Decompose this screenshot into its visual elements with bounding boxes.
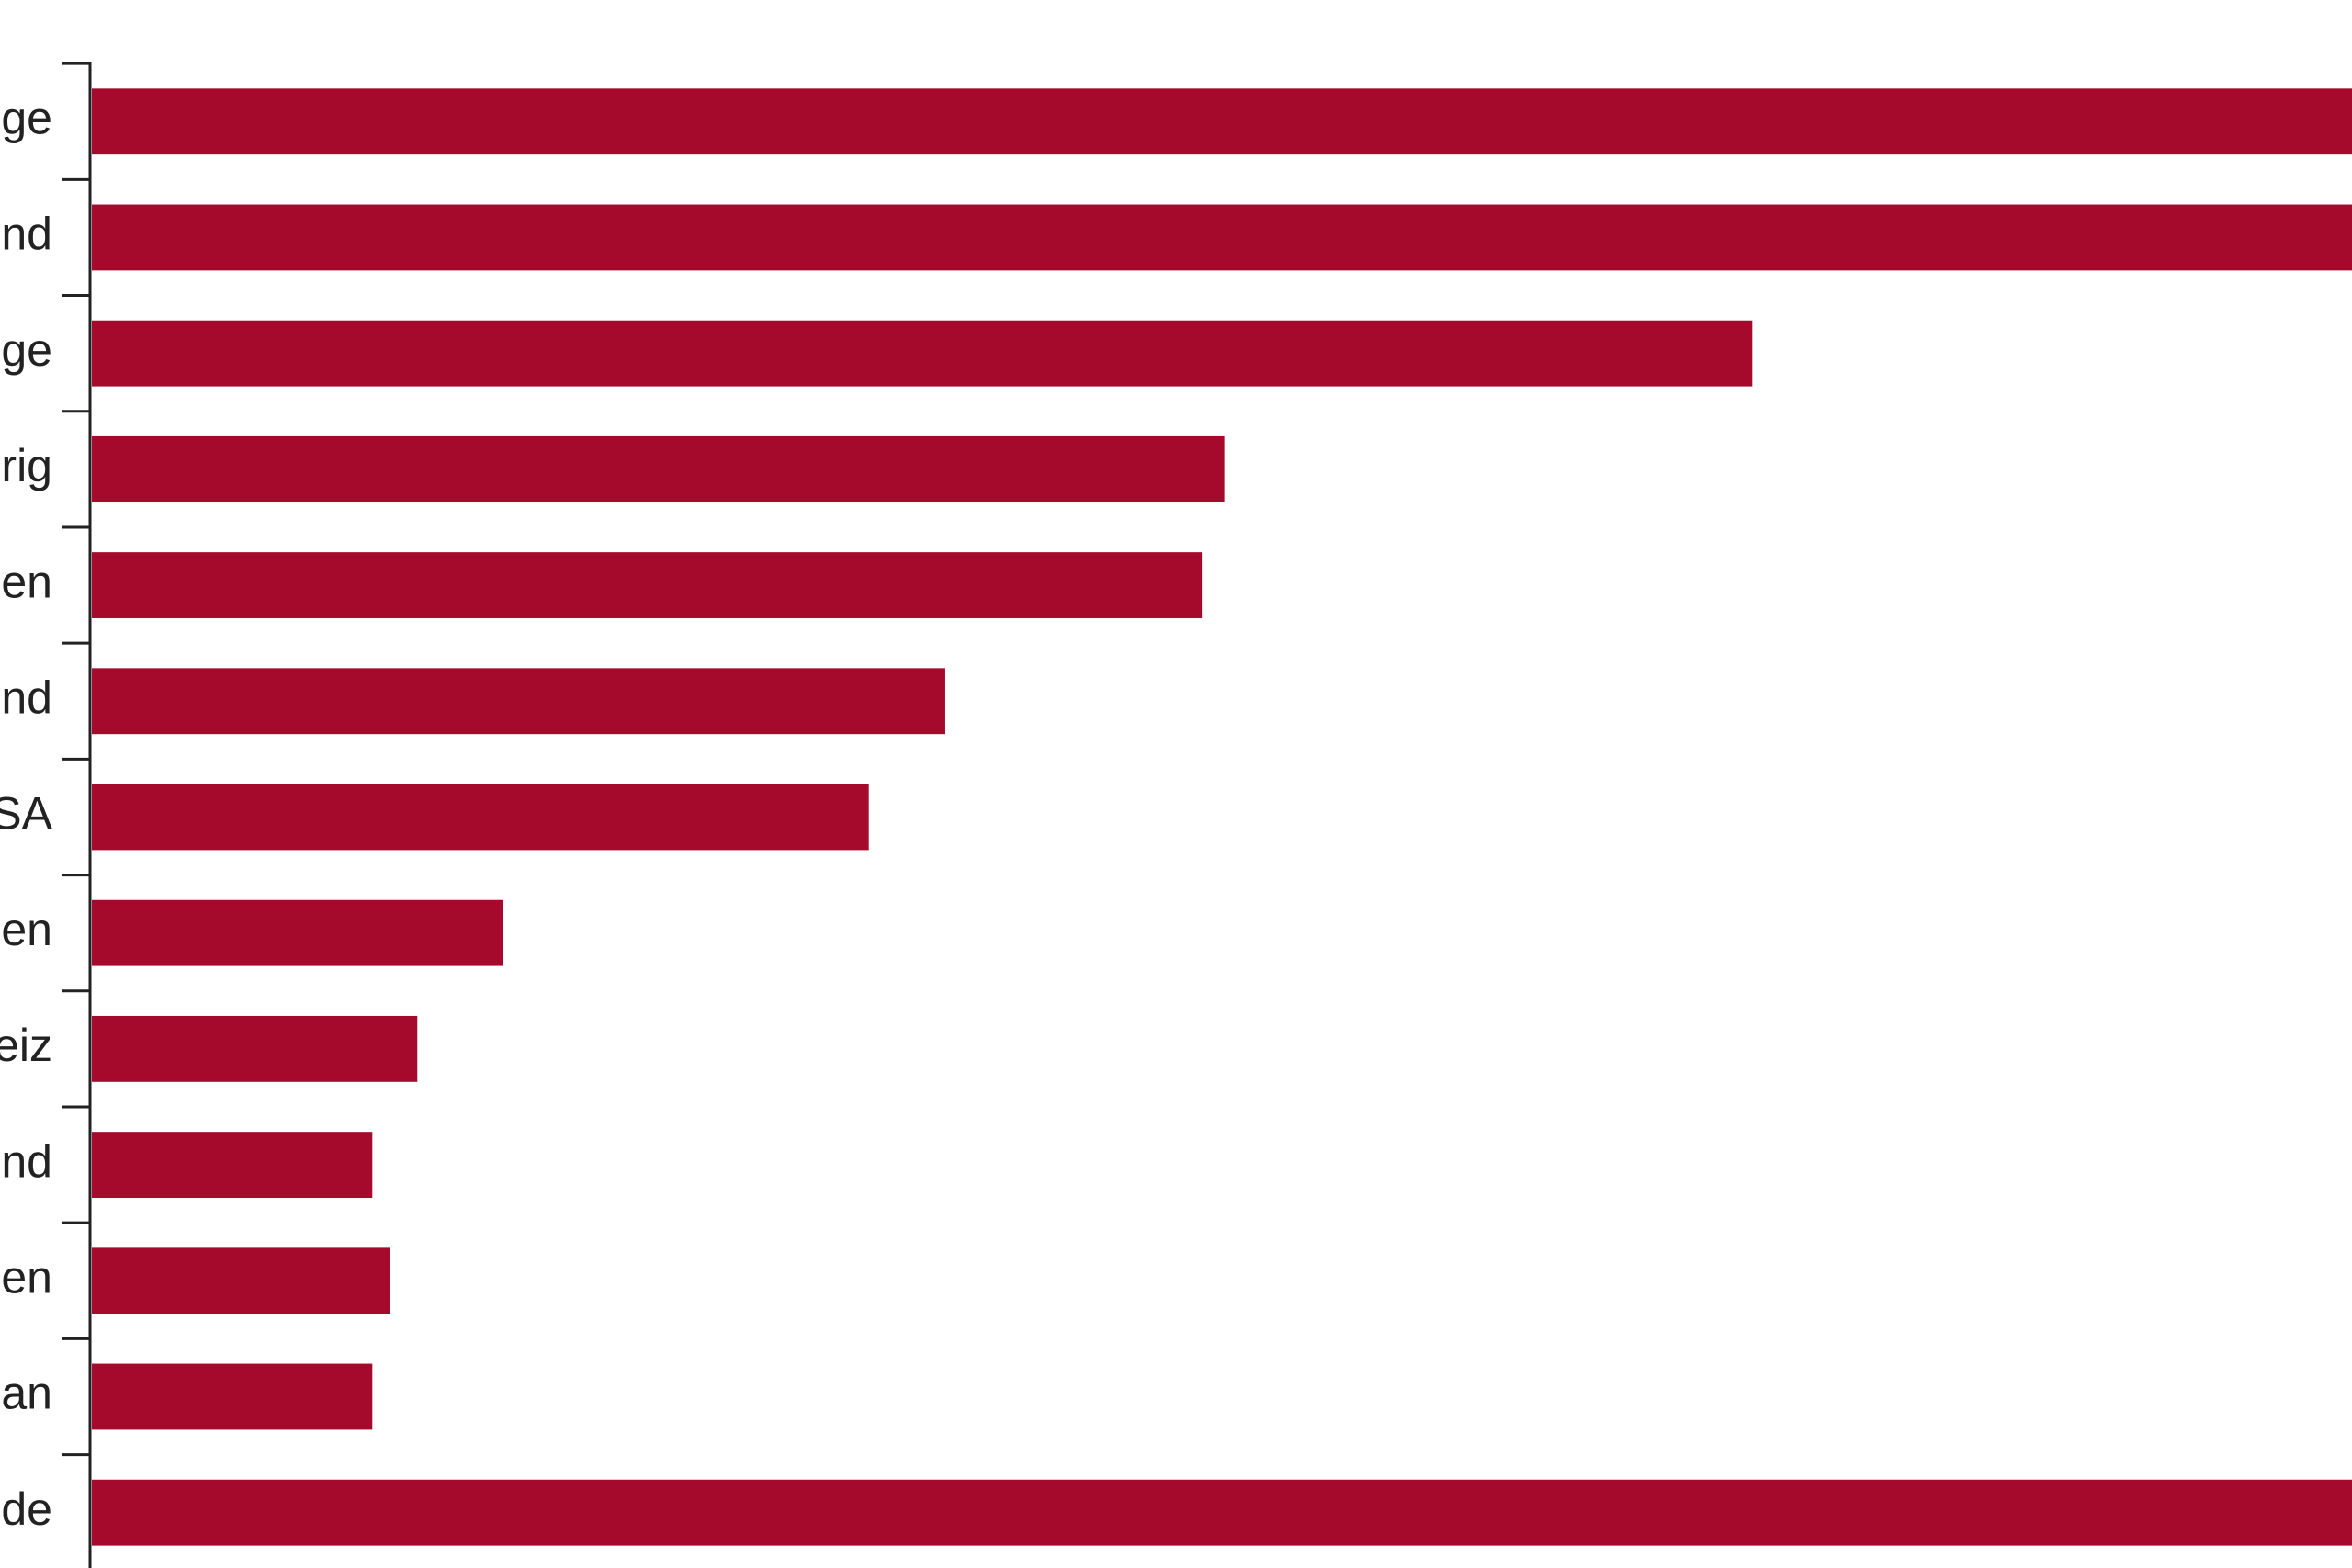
bar: [92, 1363, 373, 1430]
y-tick-label: eiz: [0, 1020, 52, 1071]
bar: [92, 784, 869, 851]
bar: [92, 1479, 2352, 1546]
y-tick-label: SA: [0, 788, 53, 840]
y-tick-label: an: [1, 1368, 52, 1419]
bar: [92, 1132, 373, 1198]
bar: [92, 552, 1203, 618]
bar: [92, 668, 945, 735]
y-tick-label: ge: [1, 92, 52, 143]
y-tick-label: de: [1, 1483, 52, 1535]
bar: [92, 435, 1225, 502]
y-tick-label: nd: [1, 1135, 52, 1187]
y-tick-label: en: [1, 1251, 52, 1303]
bar: [92, 899, 503, 966]
y-tick-label: nd: [1, 209, 52, 260]
y-tick-label: en: [1, 556, 52, 607]
bar: [92, 1247, 390, 1314]
y-tick-label: nd: [1, 671, 52, 723]
bar: [92, 320, 1753, 387]
y-tick-label: rig: [1, 440, 52, 491]
bar: [92, 204, 2352, 271]
y-tick-label: en: [1, 904, 52, 955]
bar: [92, 1015, 418, 1082]
bar: [92, 88, 2352, 155]
y-tick-label: ge: [1, 324, 52, 376]
